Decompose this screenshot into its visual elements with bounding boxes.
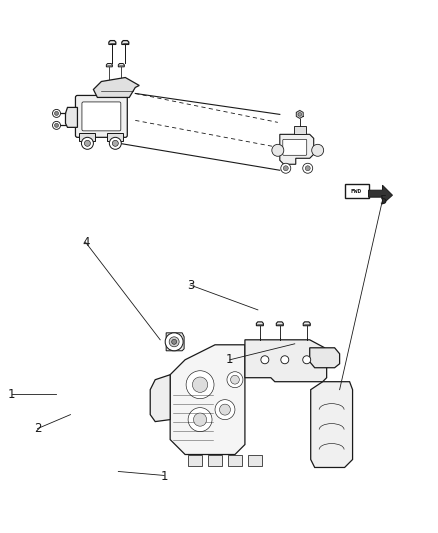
- Polygon shape: [109, 41, 116, 44]
- Polygon shape: [245, 340, 327, 382]
- Circle shape: [215, 400, 235, 419]
- Circle shape: [312, 144, 324, 156]
- Text: 2: 2: [34, 422, 42, 435]
- Polygon shape: [368, 185, 392, 204]
- Polygon shape: [256, 322, 263, 326]
- Circle shape: [54, 123, 59, 127]
- Polygon shape: [122, 41, 129, 44]
- Circle shape: [272, 144, 284, 156]
- Polygon shape: [107, 133, 124, 141]
- Polygon shape: [311, 382, 353, 467]
- Circle shape: [53, 122, 60, 130]
- Polygon shape: [276, 322, 283, 326]
- Polygon shape: [150, 375, 170, 422]
- Circle shape: [305, 166, 310, 171]
- Circle shape: [85, 140, 90, 147]
- Circle shape: [227, 372, 243, 387]
- Circle shape: [261, 356, 269, 364]
- Circle shape: [165, 333, 183, 351]
- Circle shape: [298, 112, 301, 116]
- Circle shape: [188, 408, 212, 432]
- Polygon shape: [170, 345, 245, 455]
- Polygon shape: [66, 108, 78, 127]
- Circle shape: [281, 163, 291, 173]
- Polygon shape: [93, 77, 139, 98]
- FancyBboxPatch shape: [75, 95, 127, 138]
- Text: 1: 1: [226, 353, 233, 366]
- Circle shape: [303, 356, 311, 364]
- Polygon shape: [280, 134, 314, 164]
- Bar: [345, 184, 368, 198]
- Circle shape: [169, 337, 179, 347]
- Circle shape: [283, 166, 288, 171]
- Circle shape: [192, 377, 208, 392]
- Bar: [248, 455, 262, 466]
- Circle shape: [303, 163, 313, 173]
- Polygon shape: [310, 348, 339, 368]
- Circle shape: [110, 138, 121, 149]
- Polygon shape: [294, 126, 306, 134]
- Bar: [228, 455, 242, 466]
- Bar: [208, 455, 222, 466]
- Circle shape: [186, 371, 214, 399]
- FancyBboxPatch shape: [283, 139, 307, 155]
- Polygon shape: [118, 63, 124, 67]
- Circle shape: [230, 375, 239, 384]
- Text: 1: 1: [8, 387, 15, 401]
- Text: 1: 1: [161, 470, 168, 483]
- Circle shape: [172, 340, 177, 344]
- Polygon shape: [166, 333, 184, 351]
- Text: 3: 3: [187, 279, 194, 292]
- Text: FWD: FWD: [351, 189, 362, 193]
- Polygon shape: [79, 133, 95, 141]
- Text: 5: 5: [379, 193, 386, 207]
- Polygon shape: [303, 322, 310, 326]
- Polygon shape: [106, 63, 112, 67]
- Circle shape: [281, 356, 289, 364]
- Circle shape: [194, 413, 207, 426]
- Circle shape: [54, 111, 59, 116]
- Text: 4: 4: [82, 236, 90, 249]
- Circle shape: [112, 140, 118, 147]
- Circle shape: [53, 109, 60, 117]
- FancyBboxPatch shape: [82, 102, 121, 131]
- Circle shape: [219, 404, 230, 415]
- Circle shape: [81, 138, 93, 149]
- Bar: [188, 455, 202, 466]
- Polygon shape: [296, 110, 303, 118]
